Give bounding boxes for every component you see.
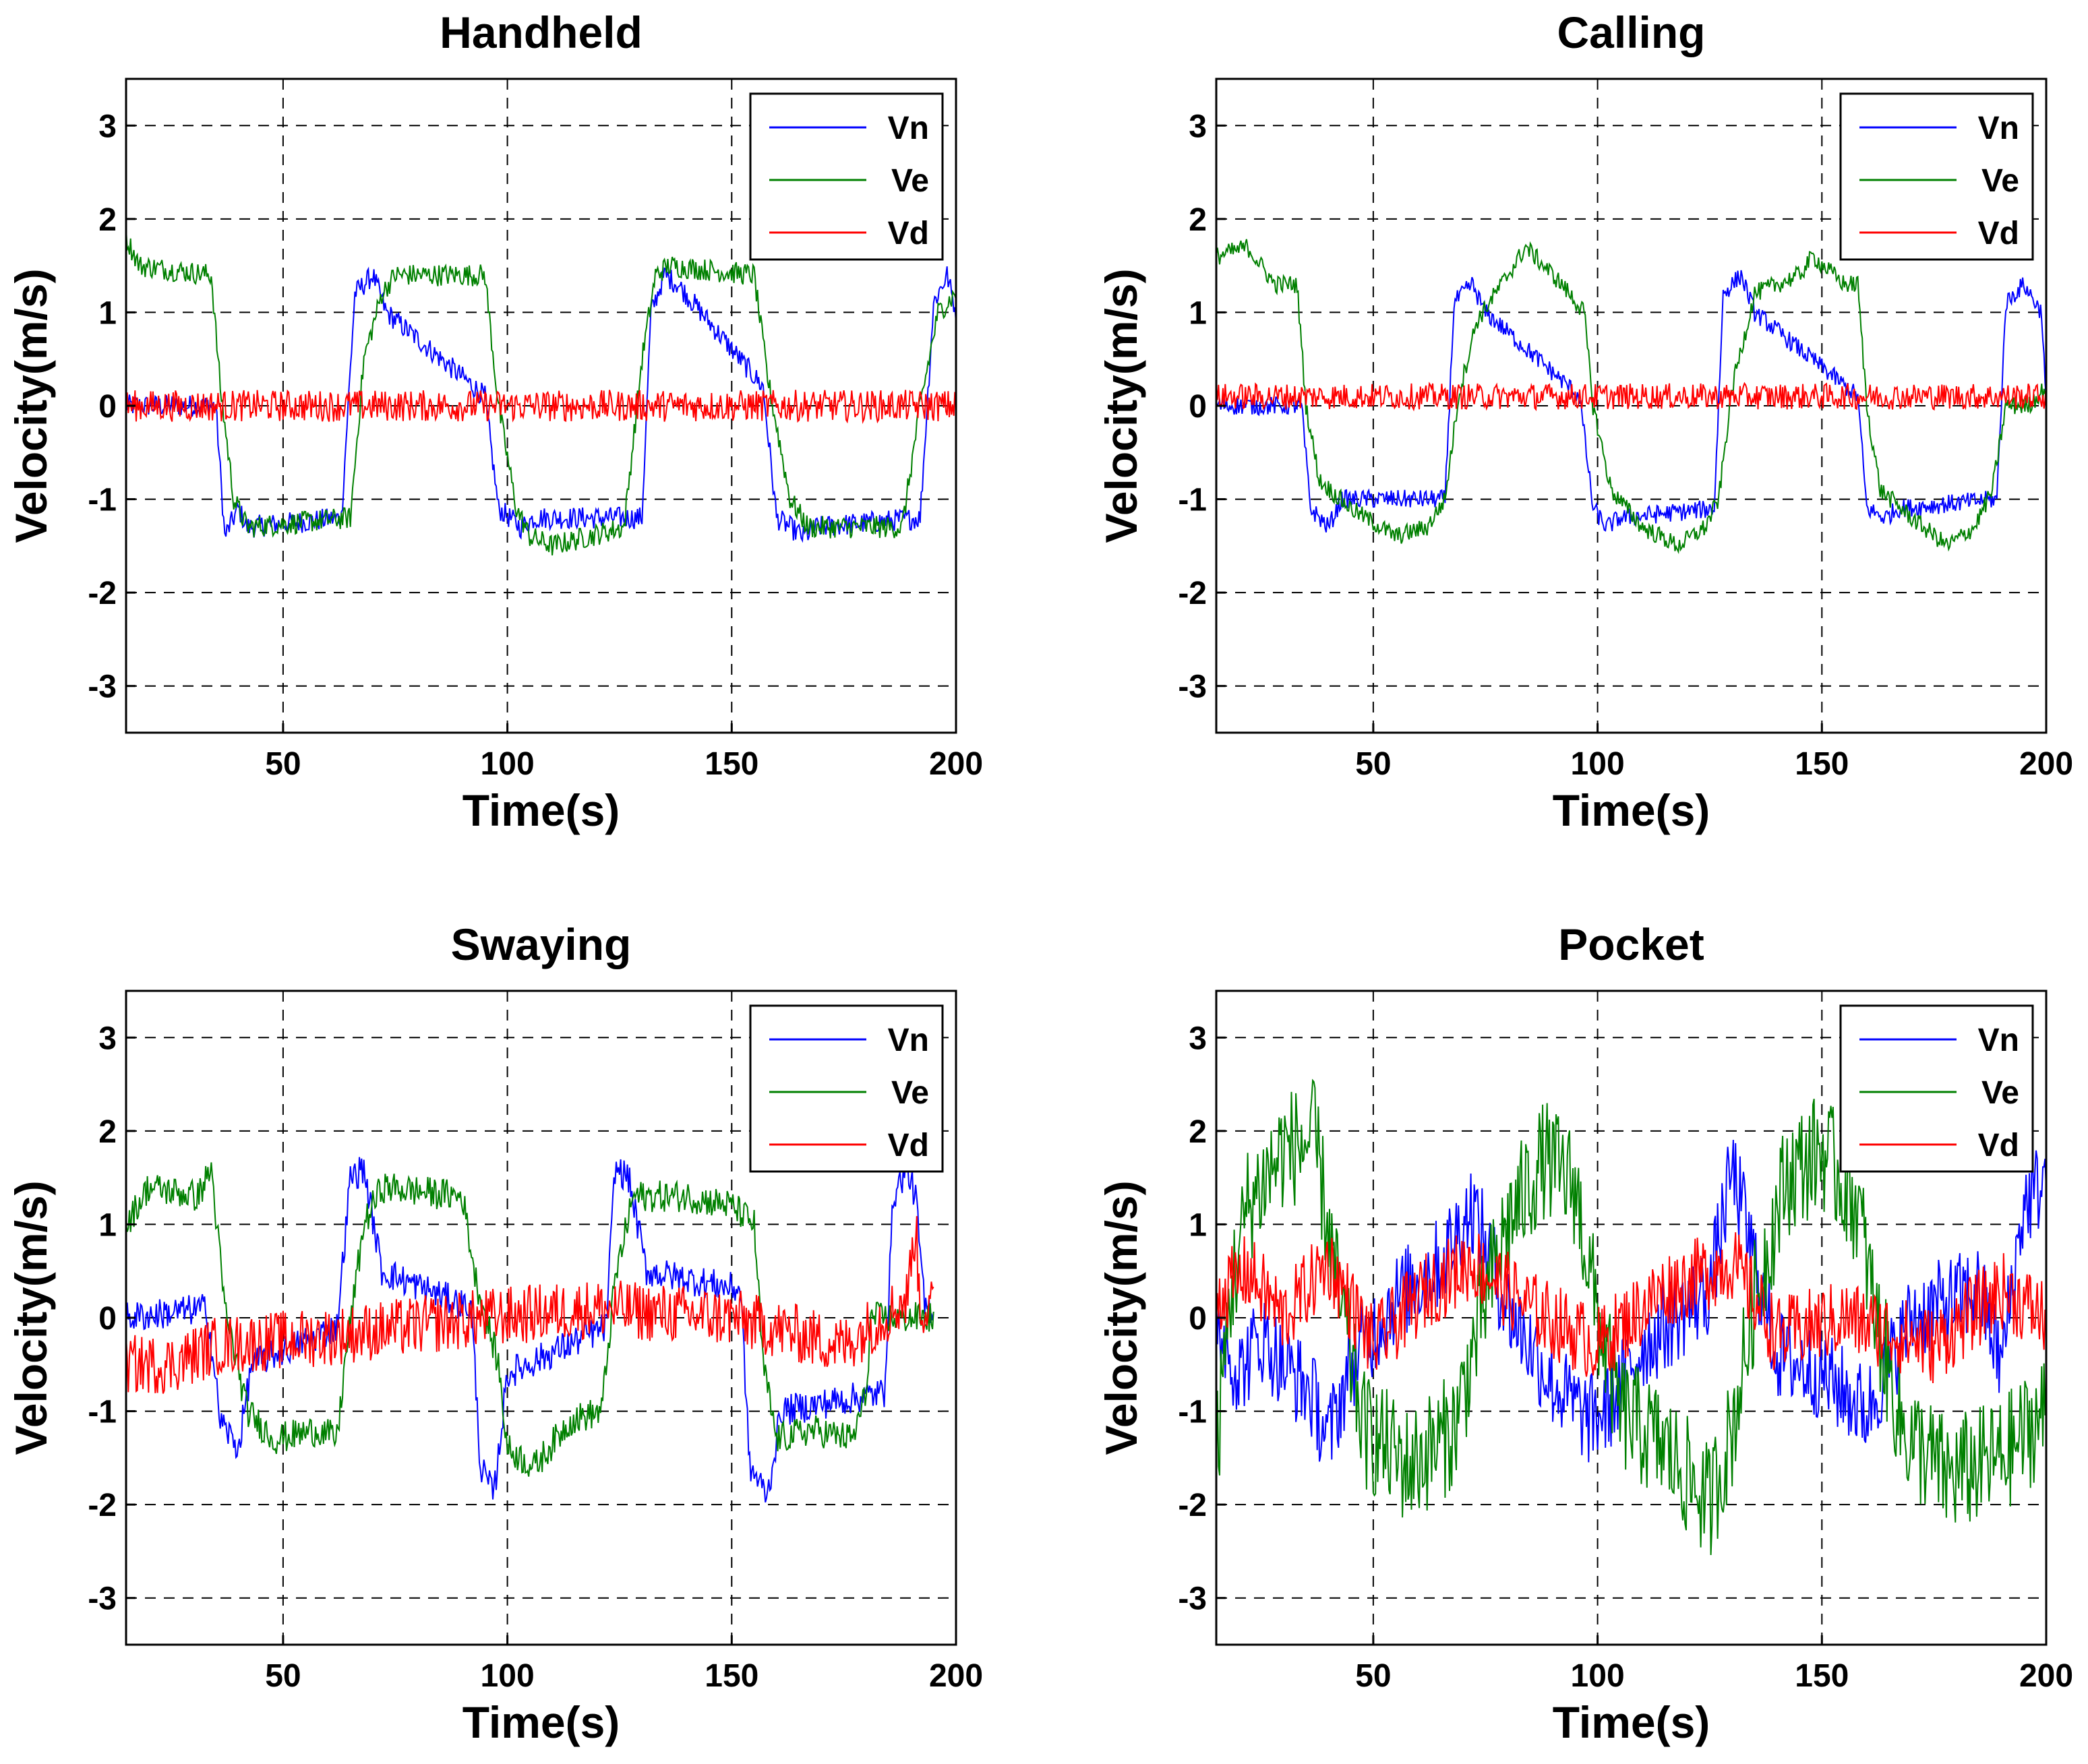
pocket-legend: Vn Ve Vd [1839, 1004, 2034, 1173]
handheld-legend-label-vn: Vn [888, 111, 929, 146]
pocket-ytick-label-0: 0 [1189, 1301, 1207, 1337]
pocket-series-group [1216, 1078, 2046, 1556]
pocket-ytick-label-3: 3 [1189, 1021, 1207, 1056]
pocket-series-vd [1216, 1232, 2046, 1384]
pocket-ytick-label-2: 2 [1189, 1114, 1207, 1150]
swaying-ytick-label-2: 2 [98, 1114, 117, 1150]
handheld-title: Handheld [440, 7, 643, 57]
handheld-ytick-label-2: 2 [98, 202, 117, 238]
swaying-ytick-label-1: 1 [98, 1207, 117, 1243]
swaying-series-vd [126, 1216, 934, 1394]
handheld-xtick-label-150: 150 [705, 746, 758, 782]
pocket-legend-label-vd: Vd [1978, 1128, 2019, 1163]
calling-ytick-label-1: 1 [1189, 295, 1207, 331]
calling-xtick-label-150: 150 [1795, 746, 1849, 782]
handheld-xtick-label-200: 200 [929, 746, 983, 782]
handheld-legend-label-ve: Ve [891, 163, 929, 199]
calling-legend-label-vd: Vd [1978, 216, 2019, 251]
swaying-xtick-label-50: 50 [265, 1658, 301, 1694]
handheld-ytick-label--2: -2 [88, 576, 117, 611]
pocket-xtick-label-100: 100 [1571, 1658, 1625, 1694]
pocket-series-vn [1216, 1140, 2046, 1463]
calling-ytick-label-0: 0 [1189, 389, 1207, 425]
swaying-series-ve [126, 1162, 934, 1477]
calling-ylabel: Velocity(m/s) [1096, 268, 1146, 543]
pocket-xlabel: Time(s) [1553, 1697, 1710, 1747]
swaying-legend-label-ve: Ve [891, 1075, 929, 1111]
pocket-ytick-label--2: -2 [1178, 1488, 1207, 1523]
handheld-ytick-label-1: 1 [98, 295, 117, 331]
pocket-ytick-label--3: -3 [1178, 1581, 1207, 1617]
swaying-legend-label-vn: Vn [888, 1023, 929, 1058]
handheld-series-ve [126, 228, 956, 556]
pocket-legend-label-vn: Vn [1978, 1023, 2019, 1058]
handheld-ytick-label-0: 0 [98, 389, 117, 425]
calling-xtick-label-100: 100 [1571, 746, 1625, 782]
pocket-ytick-label-1: 1 [1189, 1207, 1207, 1243]
pocket-title: Pocket [1558, 919, 1704, 969]
calling-series-ve [1216, 239, 2046, 555]
pocket-ylabel: Velocity(m/s) [1096, 1180, 1146, 1455]
swaying-xtick-label-150: 150 [705, 1658, 758, 1694]
swaying-ytick-label--1: -1 [88, 1395, 117, 1430]
handheld-ylabel: Velocity(m/s) [6, 268, 56, 543]
pocket-ytick-label--1: -1 [1178, 1395, 1207, 1430]
pocket-xtick-label-200: 200 [2019, 1658, 2073, 1694]
calling-series-vd [1216, 382, 2046, 412]
swaying-xlabel: Time(s) [463, 1697, 620, 1747]
calling-series-group [1216, 239, 2046, 555]
handheld-xlabel: Time(s) [463, 785, 620, 835]
calling-panel: 50 100 150 200 -3 -2 -1 0 1 2 3 Calling Time(s) Veloc… [1096, 7, 2073, 835]
handheld-series-vd [126, 389, 956, 425]
handheld-legend-label-vd: Vd [888, 216, 929, 251]
calling-title: Calling [1557, 7, 1705, 57]
calling-ytick-label-2: 2 [1189, 202, 1207, 238]
swaying-series-group [126, 1157, 934, 1503]
swaying-panel: 50 100 150 200 -3 -2 -1 0 1 2 3 Swaying Time(s) Veloc… [6, 919, 983, 1747]
calling-xtick-label-200: 200 [2019, 746, 2073, 782]
handheld-ytick-label-3: 3 [98, 109, 117, 144]
swaying-ytick-label--2: -2 [88, 1488, 117, 1523]
pocket-xtick-label-150: 150 [1795, 1658, 1849, 1694]
calling-ytick-label-3: 3 [1189, 109, 1207, 144]
calling-ytick-label--2: -2 [1178, 576, 1207, 611]
swaying-ytick-label-0: 0 [98, 1301, 117, 1337]
calling-legend: Vn Ve Vd [1839, 92, 2034, 261]
swaying-ylabel: Velocity(m/s) [6, 1180, 56, 1455]
calling-legend-label-vn: Vn [1978, 111, 2019, 146]
pocket-panel: 50 100 150 200 -3 -2 -1 0 1 2 3 Pocket Time(s) Veloci… [1096, 919, 2073, 1747]
handheld-panel: 50 100 150 200 -3 -2 -1 0 1 2 3 Handheld Time(s) Velo… [6, 7, 983, 835]
handheld-xtick-label-50: 50 [265, 746, 301, 782]
swaying-title: Swaying [451, 919, 632, 969]
handheld-xtick-label-100: 100 [481, 746, 535, 782]
swaying-xtick-label-200: 200 [929, 1658, 983, 1694]
swaying-ytick-label-3: 3 [98, 1021, 117, 1056]
calling-ytick-label--1: -1 [1178, 483, 1207, 518]
calling-xlabel: Time(s) [1553, 785, 1710, 835]
swaying-legend-label-vd: Vd [888, 1128, 929, 1163]
calling-xtick-label-50: 50 [1355, 746, 1391, 782]
handheld-ytick-label--1: -1 [88, 483, 117, 518]
pocket-legend-label-ve: Ve [1981, 1075, 2019, 1111]
calling-ytick-label--3: -3 [1178, 669, 1207, 705]
swaying-ytick-label--3: -3 [88, 1581, 117, 1617]
pocket-xtick-label-50: 50 [1355, 1658, 1391, 1694]
swaying-xtick-label-100: 100 [481, 1658, 535, 1694]
handheld-legend: Vn Ve Vd [749, 92, 944, 261]
handheld-series-group [126, 228, 956, 556]
handheld-ytick-label--3: -3 [88, 669, 117, 705]
calling-legend-label-ve: Ve [1981, 163, 2019, 199]
swaying-legend: Vn Ve Vd [749, 1004, 944, 1173]
